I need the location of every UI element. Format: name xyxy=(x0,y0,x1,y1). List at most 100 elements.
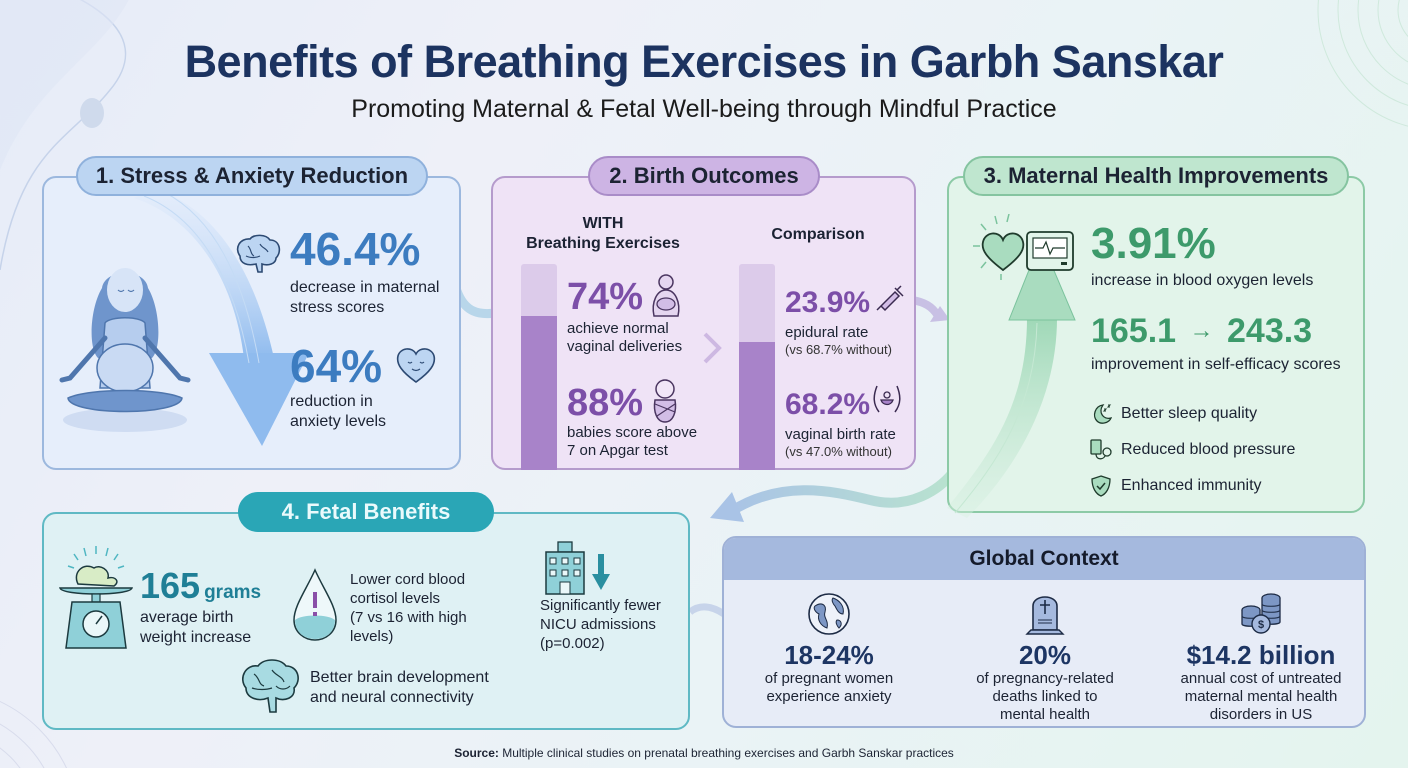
global-stat-deaths: 20% of pregnancy-related deaths linked t… xyxy=(940,588,1150,724)
normal-delivery-label: achieve normal vaginal deliveries xyxy=(567,320,682,356)
global-stat-text-line2: maternal mental health xyxy=(1184,688,1338,705)
global-stat-text-line3: mental health xyxy=(999,706,1091,723)
pelvis-icon xyxy=(873,385,901,413)
global-context-heading: Global Context xyxy=(724,538,1364,580)
vaginal-birth-rate-label-main: vaginal birth rate xyxy=(785,426,896,443)
maternal-health-heading: 3. Maternal Health Improvements xyxy=(963,156,1349,196)
birth-weight-value: 165 grams xyxy=(140,568,261,604)
birth-weight-label-line2: weight increase xyxy=(140,629,252,646)
epidural-rate-label-main: epidural rate xyxy=(785,324,869,341)
self-efficacy-label: improvement in self-efficacy scores xyxy=(1091,356,1341,373)
anxiety-reduction-label-line2: anxiety levels xyxy=(290,413,387,430)
birth-weight-unit: grams xyxy=(204,582,262,603)
brain-development-text-line1: Better brain development xyxy=(310,669,489,686)
cortisol-text: Lower cord blood cortisol levels (7 vs 1… xyxy=(350,570,490,646)
comparison-bar-fill xyxy=(739,342,775,470)
global-stat-text-line1: of pregnancy-related xyxy=(976,670,1114,687)
cortisol-text-line3: (7 vs 16 with high xyxy=(350,609,467,626)
swaddled-baby-icon xyxy=(653,379,677,423)
mother-baby-icon xyxy=(652,274,680,317)
with-breathing-header: WITH Breathing Exercises xyxy=(513,214,693,254)
baby-scale-icon xyxy=(59,546,133,649)
apgar-value: 88% xyxy=(567,382,644,424)
apgar-label: babies score above 7 on Apgar test xyxy=(567,424,697,460)
cortisol-text-line4: levels) xyxy=(350,628,394,645)
heart-monitor-icon xyxy=(973,214,1074,280)
gravestone-icon xyxy=(1025,596,1065,635)
source-label: Source: xyxy=(454,746,499,760)
fetal-benefits-heading: 4. Fetal Benefits xyxy=(238,492,494,532)
benefit-label: Reduced blood pressure xyxy=(1121,441,1296,458)
global-stat-text-line2: deaths linked to xyxy=(992,688,1098,705)
connector-arrow-3-to-global xyxy=(710,470,959,522)
global-context-panel: Global Context 18-24% of pregnant women … xyxy=(722,536,1366,728)
maternal-benefits-list: Better sleep quality Reduced blood press… xyxy=(1089,396,1295,504)
birth-outcomes-panel: WITH Breathing Exercises Comparison 74% … xyxy=(491,176,916,470)
normal-delivery-label-line1: achieve normal xyxy=(567,320,669,337)
with-breathing-bar xyxy=(521,264,557,470)
global-stat-value: 18-24% xyxy=(784,640,874,670)
list-item: Reduced blood pressure xyxy=(1089,432,1295,468)
moon-sleep-icon xyxy=(1093,404,1113,424)
globe-icon xyxy=(808,593,850,635)
anxiety-reduction-label-line1: reduction in xyxy=(290,393,373,410)
apgar-label-line2: 7 on Apgar test xyxy=(567,442,668,459)
brain-icon xyxy=(242,659,299,713)
global-stat-value: 20% xyxy=(1018,640,1072,670)
stress-anxiety-heading: 1. Stress & Anxiety Reduction xyxy=(76,156,428,196)
hospital-down-arrow-icon xyxy=(545,541,610,595)
blood-oxygen-value: 3.91% xyxy=(1091,219,1216,268)
global-stat-text-line2: experience anxiety xyxy=(766,688,892,705)
epidural-rate-comparison: (vs 68.7% without) xyxy=(785,342,892,357)
source-footnote: Source: Multiple clinical studies on pre… xyxy=(0,746,1408,760)
stress-score-label-line2: stress scores xyxy=(290,299,385,316)
water-drop-warning-icon xyxy=(293,568,337,641)
maternal-health-panel: 3.91% increase in blood oxygen levels 16… xyxy=(947,176,1365,518)
global-stat-text-line1: of pregnant women xyxy=(764,670,894,687)
normal-delivery-value: 74% xyxy=(567,276,644,318)
global-stat-text-line3: disorders in US xyxy=(1209,706,1313,723)
cortisol-text-line2: cortisol levels xyxy=(350,590,441,607)
vaginal-birth-rate-comparison: (vs 47.0% without) xyxy=(785,444,892,459)
with-breathing-header-line1: WITH xyxy=(582,215,624,232)
benefit-label: Enhanced immunity xyxy=(1121,477,1262,494)
page-title: Benefits of Breathing Exercises in Garbh… xyxy=(184,36,1224,87)
syringe-icon xyxy=(876,285,904,312)
global-stat-text-line1: annual cost of untreated xyxy=(1180,670,1342,687)
global-stat-cost: $ $14.2 billion annual cost of untreated… xyxy=(1156,588,1364,724)
nicu-text-line3: (p=0.002) xyxy=(540,635,605,652)
shield-check-icon xyxy=(1091,475,1111,497)
with-breathing-header-line2: Breathing Exercises xyxy=(526,235,680,252)
anxiety-reduction-value: 64% xyxy=(290,340,383,392)
birth-weight-number: 165 xyxy=(140,565,201,606)
comparison-bar xyxy=(739,264,775,470)
epidural-rate-label: epidural rate (vs 68.7% without) xyxy=(785,324,892,358)
meditating-pregnant-woman-illustration xyxy=(59,268,191,432)
nicu-text-line2: NICU admissions xyxy=(540,616,656,633)
upward-arrow-graphic xyxy=(947,238,1076,518)
vaginal-birth-rate-label: vaginal birth rate (vs 47.0% without) xyxy=(785,426,896,460)
stress-score-label: decrease in maternal stress scores xyxy=(290,278,439,318)
self-efficacy-values: 165.1 → 243.3 xyxy=(1091,314,1312,348)
apgar-label-line1: babies score above xyxy=(567,424,698,441)
coins-dollar-icon: $ xyxy=(1241,593,1281,634)
self-efficacy-from: 165.1 xyxy=(1091,312,1177,350)
nicu-text-line1: Significantly fewer xyxy=(540,597,661,614)
svg-text:$: $ xyxy=(1258,619,1264,631)
list-item: Better sleep quality xyxy=(1089,396,1295,432)
smiling-heart-icon xyxy=(396,348,436,383)
anxiety-reduction-label: reduction in anxiety levels xyxy=(290,392,386,432)
birth-weight-label-line1: average birth xyxy=(140,609,234,626)
birth-weight-label: average birth weight increase xyxy=(140,608,251,648)
stress-anxiety-panel: 46.4% decrease in maternal stress scores… xyxy=(42,176,461,470)
self-efficacy-arrow: → xyxy=(1189,317,1214,344)
fetal-benefits-panel: 165 grams average birth weight increase L… xyxy=(42,512,690,730)
brain-icon xyxy=(236,234,281,273)
brain-development-text: Better brain development and neural conn… xyxy=(310,668,489,708)
epidural-rate-value: 23.9% xyxy=(785,286,871,319)
benefit-label: Better sleep quality xyxy=(1121,405,1258,422)
page-subtitle: Promoting Maternal & Fetal Well-being th… xyxy=(351,95,1057,123)
global-stat-value: $14.2 billion xyxy=(1186,640,1336,670)
global-stat-anxiety: 18-24% of pregnant women experience anxi… xyxy=(724,588,934,706)
transition-arrow xyxy=(703,332,722,364)
